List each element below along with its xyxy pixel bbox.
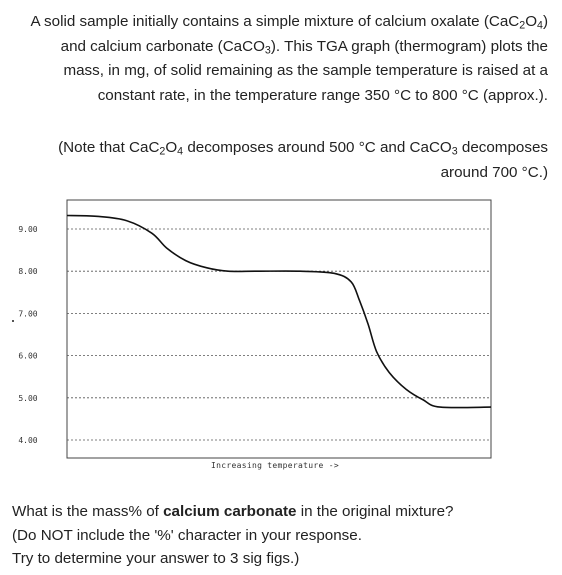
stray-dot (12, 320, 14, 322)
note-line-2: around 700 °C.) (440, 163, 548, 181)
y-tick-label: 6.00 (18, 352, 37, 361)
question-block: What is the mass% of calcium carbonate i… (12, 500, 453, 571)
x-axis-caption: Increasing temperature -> (211, 461, 339, 470)
question-line-2: (Do NOT include the '%' character in you… (12, 526, 362, 544)
y-axis-tick-labels: 9.00 8.00 7.00 6.00 5.00 4.00 (18, 225, 37, 445)
y-tick-label: 4.00 (18, 436, 37, 445)
intro-line-1: A solid sample initially contains a simp… (30, 13, 548, 32)
y-tick-label: 5.00 (18, 394, 37, 403)
question-line-3: Try to determine your answer to 3 sig fi… (12, 550, 300, 567)
tga-curve (66, 214, 492, 409)
y-tick-label: 8.00 (18, 267, 37, 276)
intro-line-2: and calcium carbonate (CaCO3). This TGA … (60, 37, 548, 57)
note-line-1: (Note that CaC2O4 decomposes around 500 … (58, 139, 548, 158)
problem-intro: A solid sample initially contains a simp… (8, 10, 548, 108)
question-line-1: What is the mass% of calcium carbonate i… (12, 503, 454, 520)
y-tick-label: 7.00 (18, 309, 37, 318)
y-tick-label: 9.00 (18, 225, 37, 234)
emphasis-calcium-carbonate: calcium carbonate (163, 503, 297, 520)
decomposition-note: (Note that CaC2O4 decomposes around 500 … (8, 136, 548, 185)
plot-frame (66, 199, 492, 459)
intro-line-4: constant rate, in the temperature range … (97, 86, 548, 104)
tga-thermogram: 9.00 8.00 7.00 6.00 5.00 4.00 Increasing temp… (18, 199, 492, 470)
intro-line-3: mass, in mg, of solid remaining as the s… (63, 62, 548, 79)
